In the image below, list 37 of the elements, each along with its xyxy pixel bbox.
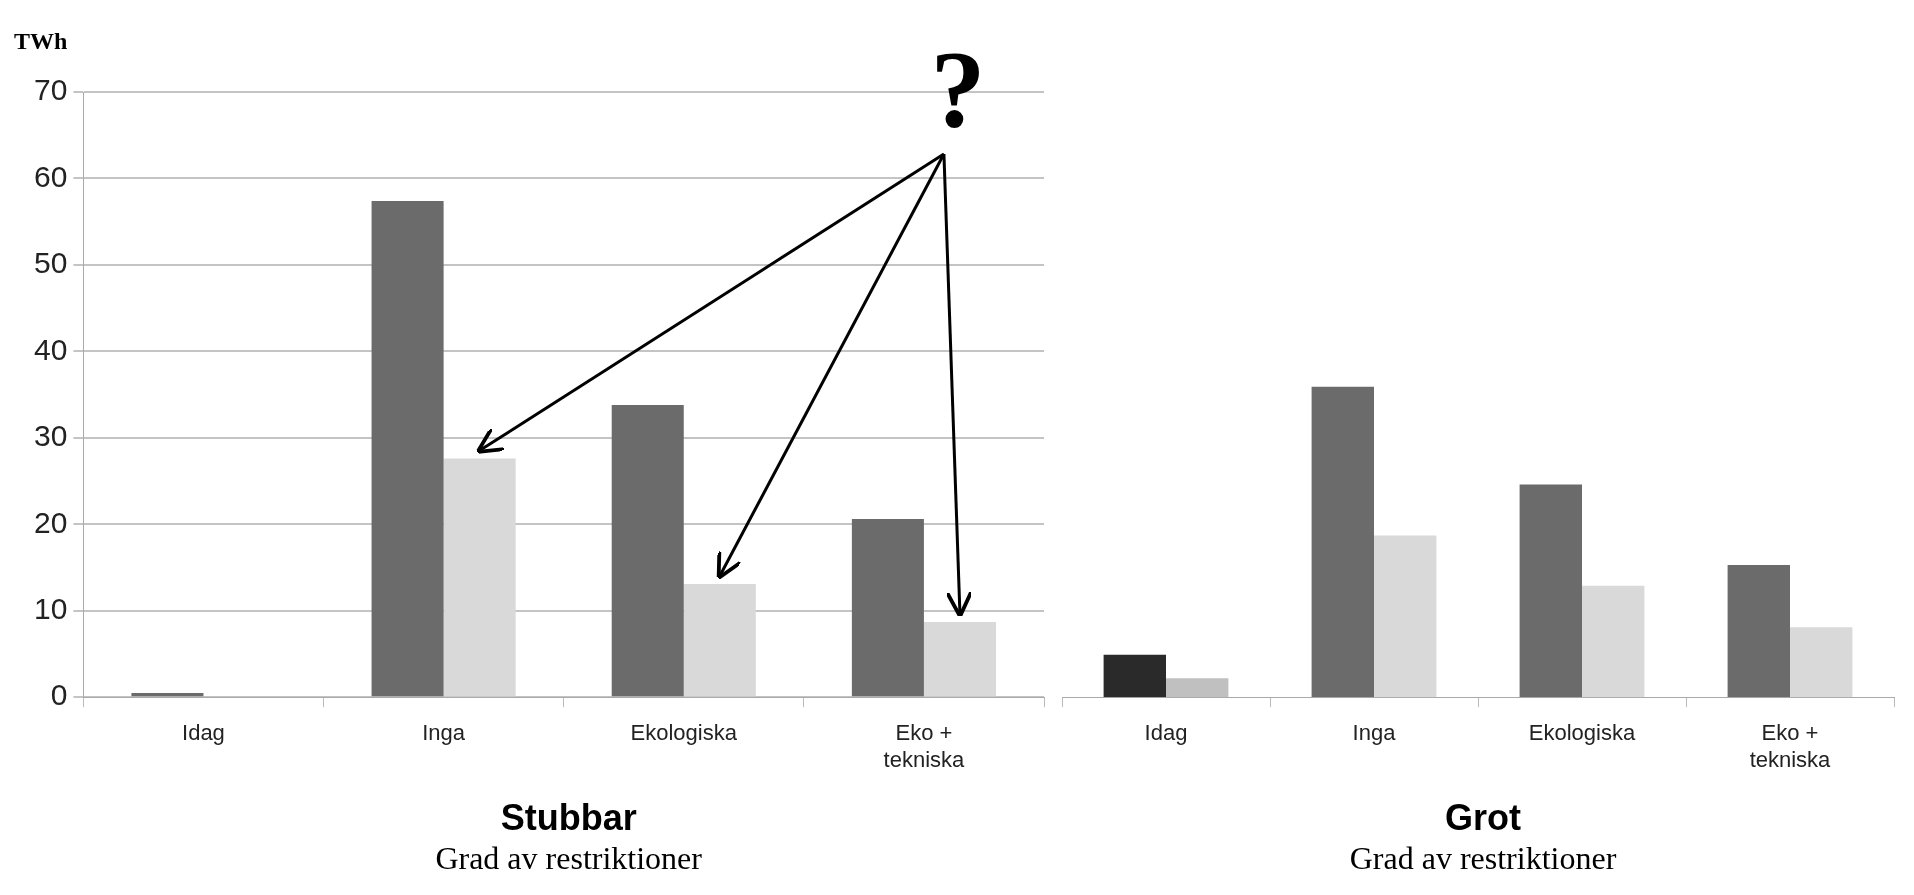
y-tick-label: 10 [33,592,68,626]
bar [1519,484,1582,698]
y-tick-label: 70 [33,73,68,107]
x-tick-label: Inga [422,720,466,746]
x-tick-label: Eko + tekniska [883,720,966,772]
x-axis-title: Grad av restriktioner [1348,839,1618,878]
bar [1727,564,1790,698]
y-tick-label: 30 [33,419,68,453]
y-tick-label: 40 [33,332,68,366]
text: Stubbar [499,797,638,838]
bar [131,692,204,697]
bar [1790,627,1853,698]
y-tick-label: 60 [33,159,68,193]
bar [1311,386,1374,698]
x-tick-label: Idag [1144,720,1188,746]
y-tick-label: 50 [33,246,68,280]
bar [1166,678,1229,698]
bar [1103,654,1166,698]
bar [611,404,684,697]
x-tick-label: Idag [182,720,225,746]
annotation: ? [930,28,986,150]
y-axis-title: TWh [14,28,68,55]
text: Grot [1444,797,1522,838]
bar [851,519,924,697]
x-tick-label: Eko + tekniska [1749,720,1832,772]
bar [923,621,996,697]
bar [1582,585,1645,698]
bar [443,458,516,697]
bar [371,200,444,697]
x-tick-label: Ekologiska [1528,720,1636,746]
x-tick-label: Inga [1352,720,1397,746]
x-axis-title: Grad av restriktioner [434,839,703,878]
x-tick-label: Ekologiska [630,720,738,746]
y-tick-label: 0 [50,678,68,712]
y-tick-label: 20 [33,505,68,539]
bar [683,583,756,697]
bar [1374,535,1437,698]
